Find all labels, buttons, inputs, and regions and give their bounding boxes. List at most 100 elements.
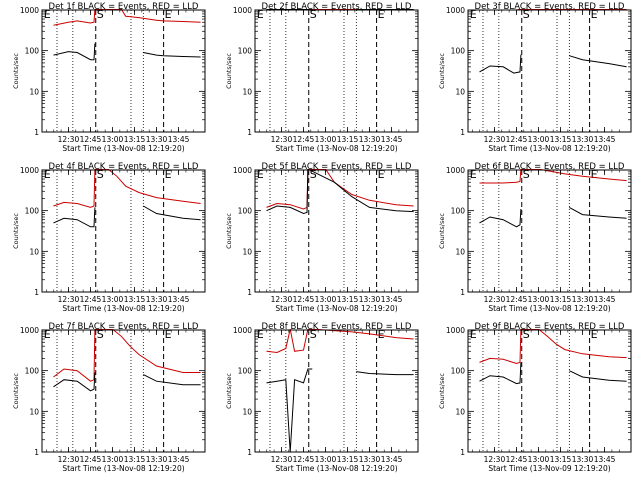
- x-tick-label: 12:30: [271, 295, 293, 304]
- x-tick-label: 12:30: [484, 295, 506, 304]
- marker-e: E: [44, 328, 51, 341]
- y-tick-label: 1000: [233, 166, 252, 175]
- y-tick-label: 1000: [20, 6, 39, 15]
- x-tick-label: 13:00: [315, 295, 337, 304]
- series-line-events: [53, 43, 201, 61]
- x-tick-label: 13:00: [102, 295, 124, 304]
- marker-e: E: [591, 168, 598, 181]
- panel-title: Det 5f BLACK = Events, RED = LLD: [262, 162, 412, 172]
- marker-s: S: [523, 8, 530, 21]
- x-tick-label: 13:45: [381, 455, 403, 464]
- x-axis-label: Start Time (13-Nov-09 12:19:20): [488, 464, 610, 473]
- y-tick-label: 10: [455, 87, 465, 96]
- panel-title: Det 4f BLACK = Events, RED = LLD: [49, 162, 199, 172]
- y-tick-label: 10: [29, 87, 39, 96]
- x-axis-label: Start Time (13-Nov-08 12:19:20): [62, 144, 184, 153]
- series-line-events: [479, 362, 627, 385]
- y-tick-label: 100: [451, 367, 466, 376]
- x-tick-label: 13:15: [550, 295, 572, 304]
- x-tick-label: 12:45: [80, 455, 102, 464]
- x-tick-label: 13:15: [124, 455, 146, 464]
- x-tick-label: 13:45: [381, 135, 403, 144]
- y-tick-label: 1000: [446, 6, 465, 15]
- x-tick-label: 13:15: [550, 135, 572, 144]
- y-tick-label: 10: [455, 247, 465, 256]
- plot-frame: [254, 9, 419, 133]
- y-axis-label: Counts/sec: [225, 53, 233, 89]
- series-line-lld: [53, 329, 201, 382]
- x-tick-label: 13:15: [337, 455, 359, 464]
- x-tick-label: 13:45: [168, 135, 190, 144]
- x-tick-label: 12:45: [506, 455, 528, 464]
- y-axis-label: Counts/sec: [12, 213, 20, 249]
- x-axis-label: Start Time (13-Nov-08 12:19:20): [62, 464, 184, 473]
- x-tick-label: 13:15: [124, 295, 146, 304]
- series-line-events: [479, 206, 627, 228]
- marker-s: S: [97, 8, 104, 21]
- x-tick-label: 12:30: [58, 455, 80, 464]
- x-tick-label: 13:30: [572, 455, 594, 464]
- y-tick-label: 1: [460, 448, 465, 457]
- y-tick-label: 10: [455, 407, 465, 416]
- x-tick-label: 13:00: [528, 455, 550, 464]
- x-tick-label: 13:30: [146, 135, 168, 144]
- y-tick-label: 100: [451, 47, 466, 56]
- x-tick-label: 12:30: [271, 135, 293, 144]
- x-tick-label: 13:45: [168, 455, 190, 464]
- marker-e: E: [378, 328, 385, 341]
- marker-e: E: [257, 328, 264, 341]
- y-tick-label: 1000: [20, 166, 39, 175]
- y-tick-label: 10: [242, 247, 252, 256]
- panel-title: Det 8f BLACK = Events, RED = LLD: [262, 322, 412, 332]
- y-tick-label: 1: [247, 288, 252, 297]
- x-tick-label: 13:15: [337, 135, 359, 144]
- series-line-events: [53, 372, 201, 392]
- y-axis-label: Counts/sec: [12, 53, 20, 89]
- panel-title: Det 6f BLACK = Events, RED = LLD: [475, 162, 625, 172]
- y-tick-label: 100: [238, 367, 253, 376]
- marker-e: E: [257, 168, 264, 181]
- y-tick-label: 100: [238, 47, 253, 56]
- x-tick-label: 12:45: [506, 295, 528, 304]
- marker-s: S: [97, 168, 104, 181]
- y-tick-label: 1000: [446, 166, 465, 175]
- y-axis-label: Counts/sec: [225, 373, 233, 409]
- series-line-lld: [266, 169, 414, 210]
- x-tick-label: 13:30: [359, 295, 381, 304]
- x-tick-label: 13:30: [572, 295, 594, 304]
- y-tick-label: 1000: [446, 326, 465, 335]
- y-tick-label: 10: [242, 87, 252, 96]
- x-tick-label: 13:30: [146, 455, 168, 464]
- x-tick-label: 13:00: [315, 135, 337, 144]
- plot-frame: [467, 169, 632, 293]
- x-tick-label: 13:00: [102, 135, 124, 144]
- x-tick-label: 13:45: [594, 455, 616, 464]
- plot-frame: [254, 329, 419, 453]
- marker-s: S: [523, 328, 530, 341]
- x-tick-label: 12:45: [506, 135, 528, 144]
- marker-e: E: [378, 8, 385, 21]
- marker-e: E: [470, 168, 477, 181]
- panel-title: Det 7f BLACK = Events, RED = LLD: [49, 322, 199, 332]
- y-axis-label: Counts/sec: [12, 373, 20, 409]
- y-tick-label: 1: [34, 128, 39, 137]
- marker-e: E: [470, 328, 477, 341]
- marker-e: E: [165, 168, 172, 181]
- marker-s: S: [97, 328, 104, 341]
- x-tick-label: 13:00: [315, 455, 337, 464]
- marker-e: E: [378, 168, 385, 181]
- x-tick-label: 12:30: [484, 135, 506, 144]
- x-tick-label: 13:30: [146, 295, 168, 304]
- x-tick-label: 13:00: [528, 135, 550, 144]
- panel-title: Det 9f BLACK = Events, RED = LLD: [475, 322, 625, 332]
- x-tick-label: 13:45: [594, 135, 616, 144]
- x-axis-label: Start Time (13-Nov-08 12:19:20): [275, 304, 397, 313]
- y-tick-label: 1000: [233, 326, 252, 335]
- x-tick-label: 13:30: [572, 135, 594, 144]
- series-line-events: [266, 169, 414, 215]
